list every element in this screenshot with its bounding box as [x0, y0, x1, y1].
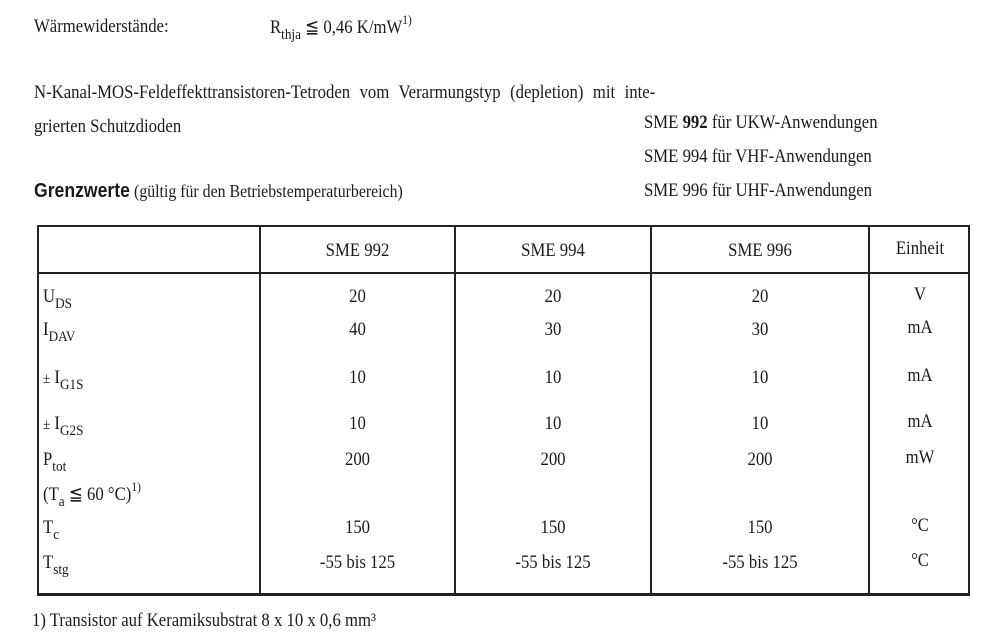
- parameter-symbol: T: [43, 552, 54, 573]
- row-parameter: IDAV: [43, 319, 75, 346]
- table-cell: 10: [349, 367, 366, 388]
- variant-994: SME 994 für VHF-Anwendungen: [644, 146, 872, 167]
- row-parameter: Ptot: [43, 449, 66, 476]
- row-parameter: Tstg: [43, 552, 69, 579]
- description-line-1: N-Kanal-MOS-Feldeffekttransistoren-Tetro…: [34, 82, 656, 103]
- parameter-symbol: I: [54, 413, 60, 434]
- variant-996: SME 996 für UHF-Anwendungen: [644, 180, 873, 201]
- table-cell-unit: °C: [911, 515, 929, 536]
- header-sme-992: SME 992: [325, 240, 390, 261]
- parameter-subscript: tot: [52, 459, 67, 475]
- thermal-resistance-label: Wärmewiderstände:: [34, 16, 169, 37]
- row-parameter: UDS: [43, 286, 72, 313]
- table-cell: 200: [540, 449, 566, 470]
- parameter-symbol: U: [43, 286, 56, 307]
- plus-minus: ±: [43, 371, 51, 387]
- relation: ≦: [305, 17, 320, 38]
- header-unit: Einheit: [895, 238, 945, 259]
- table-cell: 10: [349, 413, 366, 434]
- value: 0,46 K/mW: [323, 17, 403, 38]
- table-cell: 10: [751, 367, 769, 388]
- row-parameter: Tc: [43, 517, 59, 544]
- parameter-subscript: c: [53, 527, 60, 543]
- table-cell-unit: mA: [907, 411, 933, 432]
- footnote-ref: 1): [402, 12, 412, 27]
- parameter-subscript: stg: [53, 562, 69, 578]
- table-cell-unit: mA: [907, 365, 933, 386]
- table-cell: 20: [544, 286, 562, 307]
- table-cell: 10: [544, 367, 562, 388]
- parameter-symbol: I: [43, 319, 49, 340]
- table-cell: 200: [747, 449, 773, 470]
- parameter-subscript: G2S: [59, 423, 84, 439]
- table-cell-unit: °C: [911, 550, 929, 571]
- section-title: Grenzwerte: [34, 180, 130, 202]
- row-condition: (Ta ≦ 60 °C)1): [43, 479, 141, 510]
- table-cell: 40: [349, 319, 366, 340]
- table-cell-unit: mW: [905, 447, 935, 468]
- table-cell: -55 bis 125: [515, 552, 591, 573]
- thermal-resistance-value: Rthja ≦ 0,46 K/mW1): [270, 12, 412, 44]
- parameter-symbol: T: [43, 517, 54, 538]
- section-subtitle: (gültig für den Betriebstemperaturbereic…: [134, 181, 403, 201]
- table-cell: 30: [544, 319, 562, 340]
- table-cell: 150: [344, 517, 371, 538]
- table-cell: 150: [747, 517, 773, 538]
- parameter-symbol: I: [54, 367, 60, 388]
- header-sme-996: SME 996: [728, 240, 792, 261]
- header-sme-994: SME 994: [521, 240, 585, 261]
- table-cell: 150: [540, 517, 566, 538]
- table-cell: 30: [751, 319, 769, 340]
- parameter-subscript: G1S: [59, 377, 84, 393]
- table-cell: -55 bis 125: [319, 552, 396, 573]
- row-parameter: ± IG1S: [43, 367, 83, 394]
- table-cell: 10: [544, 413, 562, 434]
- table-cell-unit: mA: [907, 317, 933, 338]
- description-line-2: grierten Schutzdioden: [34, 116, 182, 137]
- table-cell-unit: V: [913, 284, 927, 305]
- row-parameter: ± IG2S: [43, 413, 83, 440]
- section-heading: Grenzwerte (gültig für den Betriebstempe…: [34, 180, 403, 203]
- parameter-subscript: DAV: [48, 329, 76, 345]
- table-cell: 200: [344, 449, 371, 470]
- plus-minus: ±: [43, 417, 51, 433]
- limits-table: SME 992 SME 994 SME 996 Einheit UDS 20 20 2…: [37, 225, 970, 596]
- parameter-symbol: P: [43, 449, 53, 470]
- subscript: thja: [281, 27, 301, 43]
- table-cell: -55 bis 125: [722, 552, 798, 573]
- symbol: R: [270, 17, 282, 38]
- table-cell: 20: [349, 286, 366, 307]
- table-cell: 10: [751, 413, 769, 434]
- table-cell: 20: [751, 286, 769, 307]
- variant-992: SME 992 für UKW-Anwendungen: [644, 112, 878, 133]
- footnote: 1) Transistor auf Keramiksubstrat 8 x 10…: [32, 610, 377, 631]
- parameter-subscript: DS: [55, 296, 72, 312]
